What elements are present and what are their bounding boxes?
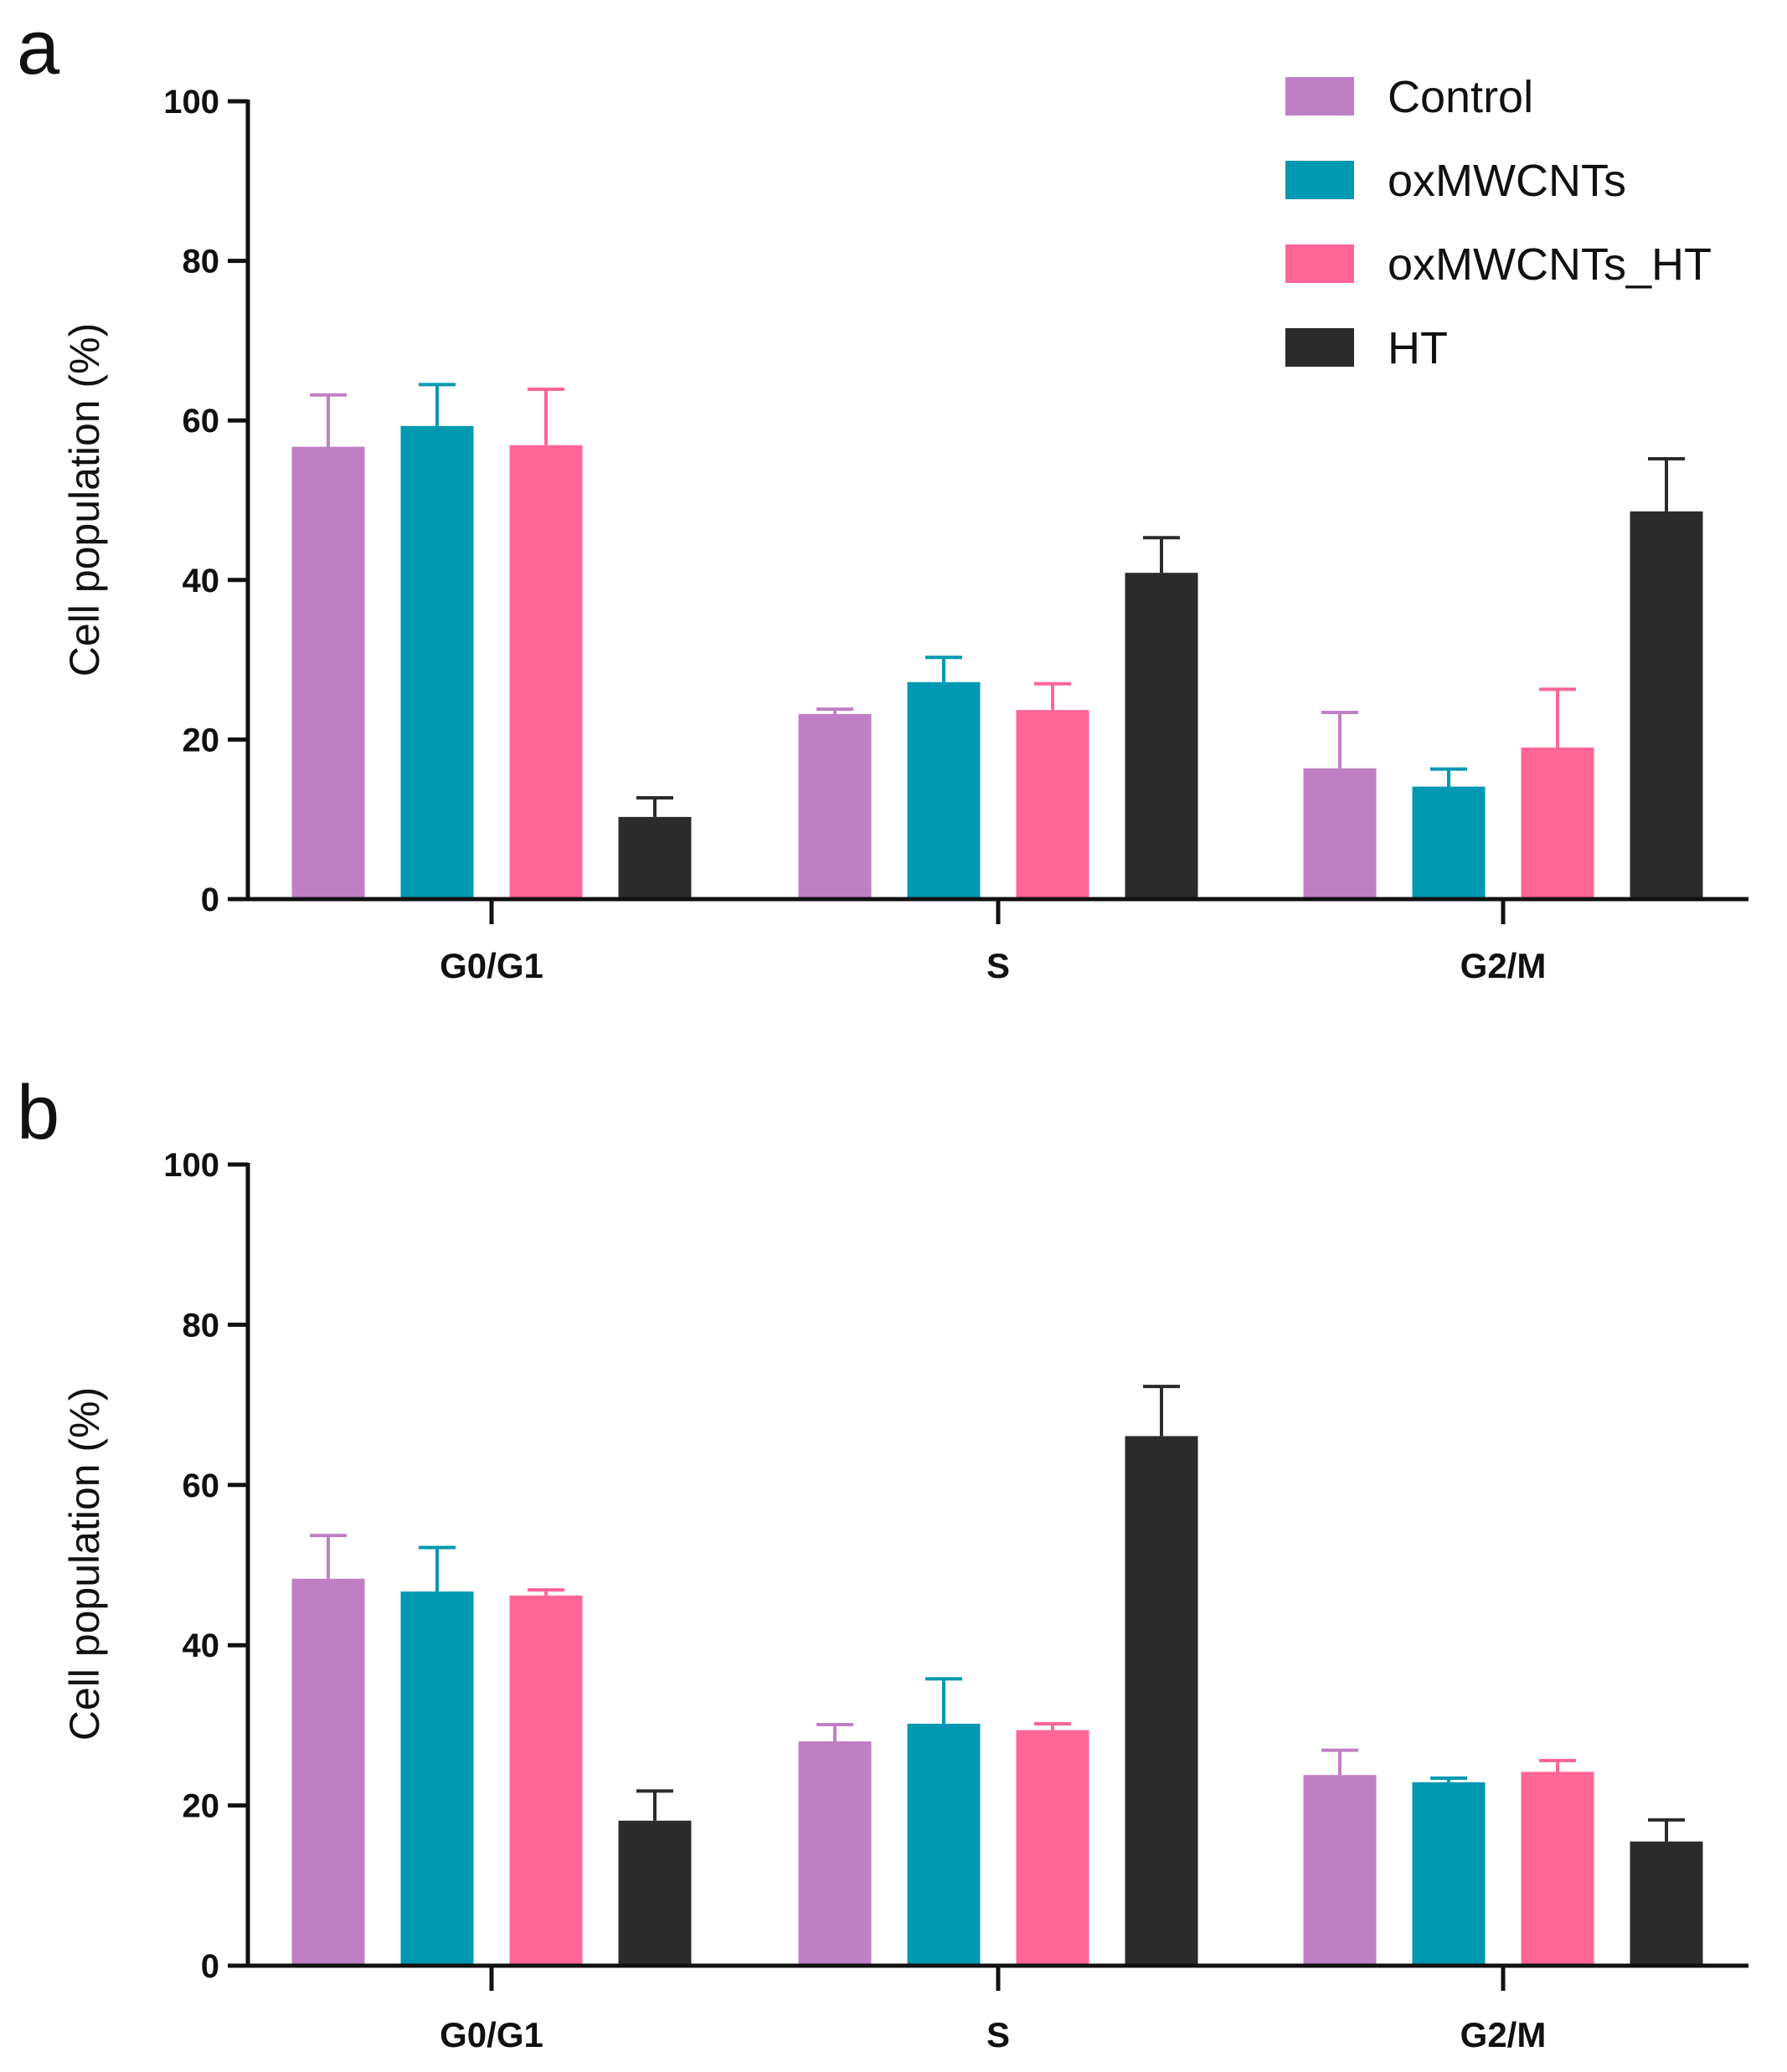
bar-control-g2-m bbox=[1303, 768, 1377, 899]
legend-swatch-oxmwcnts-ht bbox=[1285, 244, 1354, 283]
legend-label-control: Control bbox=[1388, 72, 1533, 122]
bar-ht-g2-m bbox=[1630, 1841, 1703, 1966]
y-tick-label-0: 0 bbox=[201, 1948, 219, 1985]
bar-oxmwcnts-g2-m bbox=[1412, 786, 1486, 899]
panel-label-b: b bbox=[17, 1070, 59, 1155]
y-tick-label-80: 80 bbox=[183, 1307, 220, 1344]
bar-control-s bbox=[798, 713, 872, 899]
bar-oxmwcnts-ht-g0-g1 bbox=[509, 1595, 583, 1966]
bar-oxmwcnts-g0-g1 bbox=[400, 1591, 474, 1966]
bar-oxmwcnts-ht-g2-m bbox=[1521, 1771, 1594, 1966]
y-tick-label-20: 20 bbox=[183, 722, 220, 758]
y-axis-label: Cell population (%) bbox=[61, 323, 108, 676]
bar-oxmwcnts-s bbox=[907, 1723, 981, 1966]
y-tick-label-0: 0 bbox=[201, 882, 219, 918]
bar-ht-s bbox=[1125, 573, 1198, 899]
y-tick-label-100: 100 bbox=[163, 84, 219, 121]
y-tick-label-40: 40 bbox=[183, 563, 220, 599]
legend-label-oxmwcnts-ht: oxMWCNTs_HT bbox=[1388, 239, 1712, 290]
y-tick-label-60: 60 bbox=[183, 1468, 220, 1504]
panel-a: a Cell population (%) 0 20 40 60 80 100 G0/G1 S G… bbox=[17, 5, 1748, 985]
bar-oxmwcnts-g2-m bbox=[1412, 1782, 1486, 1966]
x-tick-label-g0-g1: G0/G1 bbox=[440, 946, 543, 985]
bar-control-g2-m bbox=[1303, 1775, 1377, 1966]
panel-b: b Cell population (%) 0 20 40 60 80 100 G0/G1 S G… bbox=[17, 1070, 1748, 2054]
legend-swatch-oxmwcnts bbox=[1285, 161, 1354, 199]
legend-label-oxmwcnts: oxMWCNTs bbox=[1388, 156, 1626, 206]
bar-ht-g0-g1 bbox=[618, 816, 692, 899]
y-tick-label-100: 100 bbox=[163, 1147, 219, 1184]
bar-ht-s bbox=[1125, 1436, 1198, 1966]
x-tick-label-g0-g1: G0/G1 bbox=[440, 2015, 543, 2054]
bar-control-g0-g1 bbox=[291, 1578, 365, 1966]
bar-ht-g2-m bbox=[1630, 511, 1703, 899]
bar-oxmwcnts-ht-g2-m bbox=[1521, 747, 1594, 899]
panel-label-a: a bbox=[17, 5, 60, 90]
bar-oxmwcnts-s bbox=[907, 681, 981, 899]
x-tick-label-s: S bbox=[986, 946, 1010, 985]
legend-label-ht: HT bbox=[1388, 323, 1448, 373]
bar-oxmwcnts-ht-s bbox=[1016, 710, 1089, 899]
legend: Control oxMWCNTs oxMWCNTs_HT HT bbox=[1285, 72, 1712, 373]
x-tick-label-g2-m: G2/M bbox=[1460, 946, 1547, 985]
bar-control-s bbox=[798, 1741, 872, 1966]
bar-ht-g0-g1 bbox=[618, 1820, 692, 1966]
y-tick-label-60: 60 bbox=[183, 403, 220, 440]
bar-oxmwcnts-ht-g0-g1 bbox=[509, 445, 583, 899]
bar-oxmwcnts-ht-s bbox=[1016, 1730, 1089, 1966]
y-tick-label-40: 40 bbox=[183, 1627, 220, 1664]
legend-swatch-control bbox=[1285, 77, 1354, 116]
y-axis-label: Cell population (%) bbox=[61, 1387, 108, 1740]
y-tick-label-20: 20 bbox=[183, 1788, 220, 1825]
bar-oxmwcnts-g0-g1 bbox=[400, 425, 474, 900]
legend-swatch-ht bbox=[1285, 328, 1354, 367]
x-tick-label-s: S bbox=[986, 2015, 1010, 2054]
y-tick-label-80: 80 bbox=[183, 244, 220, 280]
x-tick-label-g2-m: G2/M bbox=[1460, 2015, 1547, 2054]
bar-control-g0-g1 bbox=[291, 446, 365, 899]
